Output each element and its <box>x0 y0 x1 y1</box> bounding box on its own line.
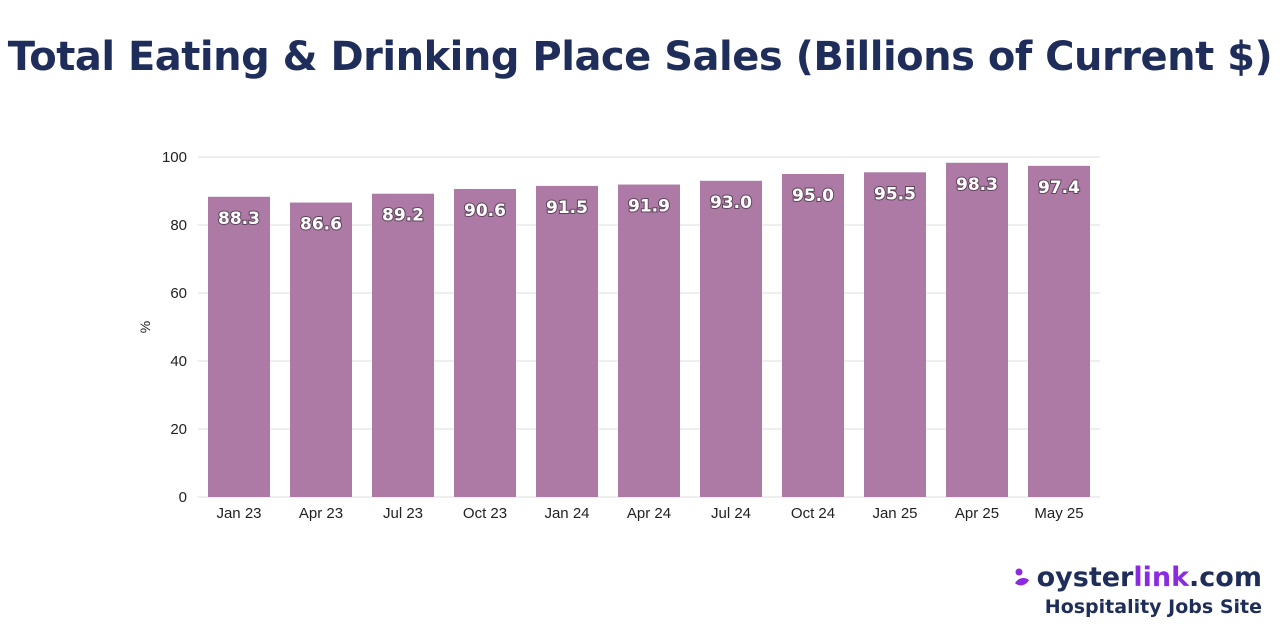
x-tick-label: Jan 23 <box>216 505 261 522</box>
bar <box>536 185 598 497</box>
x-tick-label: Oct 24 <box>791 505 835 522</box>
brand-name-part3: .com <box>1189 562 1262 593</box>
x-tick-label: Apr 23 <box>299 505 343 522</box>
data-label: 95.5 <box>874 184 916 204</box>
bar <box>946 162 1008 497</box>
bar <box>864 172 926 498</box>
x-tick-label: Apr 25 <box>955 505 999 522</box>
data-label: 98.3 <box>956 175 998 195</box>
bar <box>782 174 844 497</box>
y-tick-label: 80 <box>170 217 187 234</box>
data-label: 95.0 <box>792 186 834 206</box>
bar <box>454 188 516 497</box>
bar <box>372 193 434 497</box>
y-tick-label: 100 <box>162 149 187 166</box>
x-tick-label: Oct 23 <box>463 505 507 522</box>
x-tick-label: Jul 24 <box>711 505 751 522</box>
data-label: 88.3 <box>218 209 260 229</box>
bar <box>208 196 270 497</box>
oyster-drop-icon <box>1014 568 1029 586</box>
data-label: 90.6 <box>464 201 506 221</box>
y-tick-label: 60 <box>170 285 187 302</box>
chart-title: Total Eating & Drinking Place Sales (Bil… <box>7 34 1273 80</box>
x-tick-label: May 25 <box>1034 505 1083 522</box>
data-label: 97.4 <box>1038 178 1080 198</box>
bar <box>1028 165 1090 497</box>
x-tick-label: Jan 24 <box>544 505 589 522</box>
bar <box>290 202 352 497</box>
data-label: 91.9 <box>628 197 670 217</box>
brand-logo[interactable]: oyster link .com <box>1013 562 1262 594</box>
x-tick-label: Jul 23 <box>383 505 423 522</box>
y-tick-label: 0 <box>179 489 187 506</box>
x-tick-label: Jan 25 <box>872 505 917 522</box>
y-tick-label: 40 <box>170 353 187 370</box>
brand-tagline: Hospitality Jobs Site <box>1044 596 1262 618</box>
brand-block: oyster link .com Hospitality Jobs Site <box>1013 562 1262 618</box>
y-tick-label: 20 <box>170 421 187 438</box>
bar <box>618 184 680 498</box>
data-label: 86.6 <box>300 215 342 235</box>
data-label: 91.5 <box>546 198 588 218</box>
brand-name-part2: link <box>1133 562 1190 593</box>
x-tick-label: Apr 24 <box>627 505 671 522</box>
brand-name-part1: oyster <box>1036 562 1134 593</box>
data-label: 89.2 <box>382 206 424 226</box>
bar <box>700 180 762 498</box>
data-label: 93.0 <box>710 193 752 213</box>
y-axis-label: % <box>137 321 153 333</box>
